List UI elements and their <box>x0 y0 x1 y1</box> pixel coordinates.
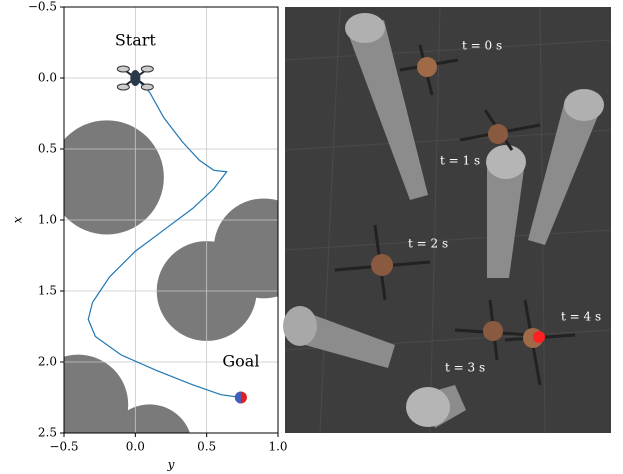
drone-body <box>130 70 141 86</box>
time-label: t = 1 s <box>440 154 480 168</box>
plot: −0.5 0.0 0.5 1.0 −0.5 0.0 0.5 1.0 1.5 2.0 2.5 y x Sta… <box>11 0 288 472</box>
time-label: t = 0 s <box>462 39 502 53</box>
time-label: t = 4 s <box>561 310 601 324</box>
start-drone <box>116 65 154 91</box>
annotation: Start <box>115 31 157 50</box>
time-label: t = 3 s <box>445 361 485 375</box>
axes-frame <box>63 6 279 434</box>
y-tick-label: 2.0 <box>38 355 57 369</box>
x-tick-label: 0.5 <box>197 440 216 454</box>
x-axis-label: y <box>167 458 175 472</box>
y-tick-label: 1.0 <box>38 213 57 227</box>
obstacle <box>64 120 164 235</box>
trajectory <box>87 77 241 399</box>
x-tick-label: −0.5 <box>49 440 78 454</box>
obstacle <box>64 354 129 433</box>
y-tick-label: 0.0 <box>38 71 57 85</box>
y-tick-label: 0.5 <box>38 142 57 156</box>
y-tick-label: 1.5 <box>38 284 57 298</box>
y-tick-label: −0.5 <box>28 0 57 14</box>
render-panel: t = 0 s t = 1 s t = 2 s t = 3 s t = 4 s <box>283 6 612 434</box>
y-axis-label: x <box>11 216 25 223</box>
drone-rotor <box>116 65 130 73</box>
drones <box>334 44 576 386</box>
annotation: Goal <box>222 352 259 371</box>
x-tick-label: 1.0 <box>268 440 287 454</box>
drone-rotor <box>116 83 130 91</box>
cylinders <box>283 13 604 428</box>
drone-rotor <box>140 83 154 91</box>
goal-marker-half <box>234 391 241 404</box>
time-label: t = 2 s <box>408 237 448 251</box>
x-tick-label: 0.0 <box>126 440 145 454</box>
y-tick-label: 2.5 <box>38 426 57 440</box>
obstacle <box>109 404 190 433</box>
plot-area <box>64 120 278 433</box>
render-background <box>285 7 611 433</box>
drone-rotor <box>140 65 154 73</box>
